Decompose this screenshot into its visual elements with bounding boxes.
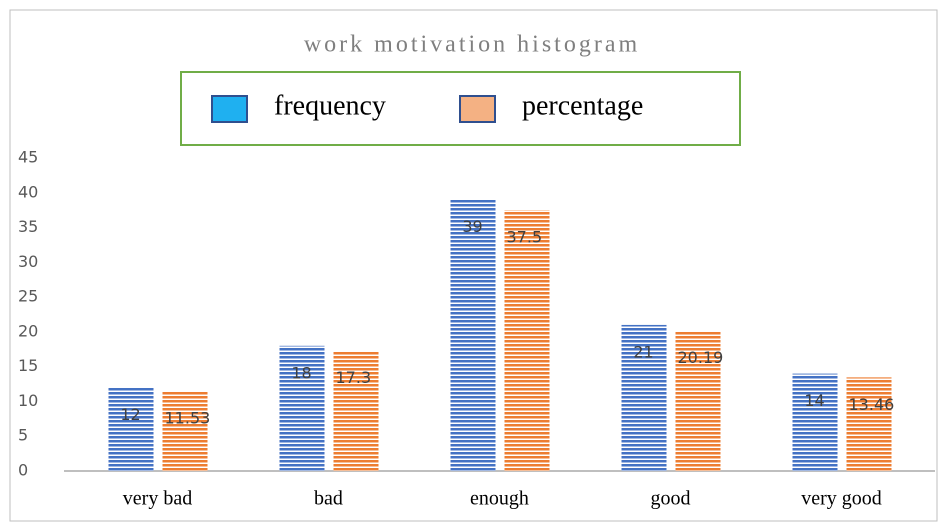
- x-tick-label: very good: [801, 488, 882, 510]
- bar: [675, 330, 721, 471]
- bar: [450, 199, 496, 471]
- legend-swatch: [211, 95, 248, 123]
- y-tick-label: 40: [18, 182, 38, 201]
- value-label: 13.46: [849, 395, 895, 414]
- y-tick-label: 0: [18, 461, 28, 480]
- y-tick-label: 35: [18, 217, 38, 236]
- bar: [792, 373, 838, 471]
- value-label: 17.3: [336, 368, 372, 387]
- value-label: 39: [462, 217, 482, 236]
- value-label: 21: [633, 342, 653, 361]
- value-label: 18: [291, 363, 311, 382]
- x-tick-label: bad: [314, 488, 343, 510]
- legend-swatch: [459, 95, 496, 123]
- bar: [846, 377, 892, 471]
- x-tick-label: enough: [470, 488, 529, 510]
- value-label: 11.53: [165, 408, 211, 427]
- y-tick-label: 20: [18, 321, 38, 340]
- y-tick-label: 15: [18, 356, 38, 375]
- bar: [108, 387, 154, 471]
- y-tick-label: 30: [18, 252, 38, 271]
- chart-title: work motivation histogram: [304, 32, 640, 58]
- bar: [504, 210, 550, 471]
- bar: [621, 324, 667, 471]
- bar: [162, 390, 208, 471]
- value-label: 14: [804, 391, 824, 410]
- y-tick-label: 25: [18, 287, 38, 306]
- x-tick-label: good: [651, 488, 691, 510]
- y-tick-label: 45: [18, 148, 38, 167]
- value-label: 20.19: [678, 348, 724, 367]
- bar: [279, 345, 325, 471]
- value-label: 12: [120, 405, 140, 424]
- legend-label: frequency: [274, 90, 386, 121]
- legend-box: [180, 71, 741, 146]
- y-tick-label: 10: [18, 391, 38, 410]
- x-tick-label: very bad: [123, 488, 192, 510]
- value-label: 37.5: [507, 228, 543, 247]
- legend-label: percentage: [522, 90, 643, 121]
- bar: [333, 350, 379, 471]
- y-tick-label: 5: [18, 426, 28, 445]
